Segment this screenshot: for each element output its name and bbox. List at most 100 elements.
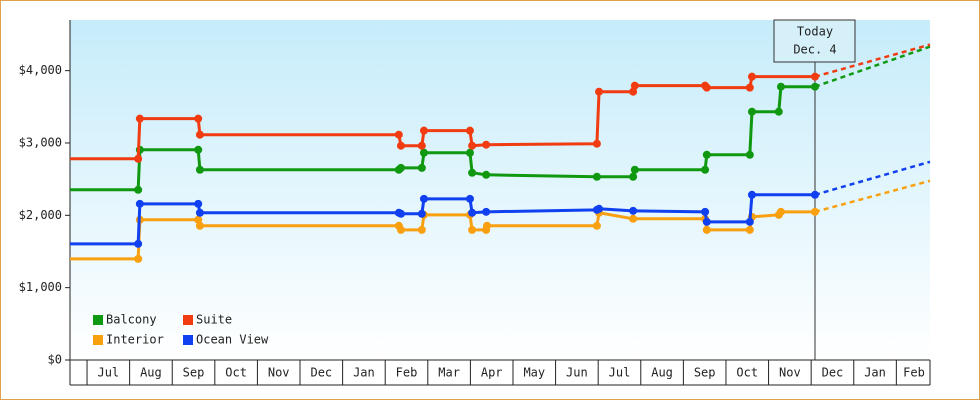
forecast-line (814, 179, 931, 214)
point (195, 208, 204, 217)
point (810, 82, 819, 91)
y-tick-label: $0 (48, 353, 62, 367)
point (134, 254, 143, 263)
point (702, 225, 711, 234)
today-box (773, 19, 856, 63)
x-tick-label: Jul (609, 366, 631, 380)
x-tick-label: Aug (140, 366, 162, 380)
point (468, 168, 477, 177)
point (745, 217, 754, 226)
point (702, 83, 711, 92)
point (419, 194, 428, 203)
x-tick-label: Aug (651, 366, 673, 380)
x-tick-label: Oct (225, 366, 247, 380)
y-tick-label: $4,000 (19, 63, 62, 77)
x-tick-label: Apr (481, 366, 503, 380)
point (134, 185, 143, 194)
point (396, 141, 405, 150)
point (630, 165, 639, 174)
point (810, 207, 819, 216)
y-tick-label: $2,000 (19, 208, 62, 222)
point (745, 225, 754, 234)
annotation: Today (797, 25, 833, 39)
point (747, 107, 756, 116)
point (396, 209, 405, 218)
x-tick-label: Mar (438, 366, 460, 380)
legend-swatch (93, 315, 103, 325)
legend-label: Interior (106, 333, 164, 347)
y-tick-label: $3,000 (19, 135, 62, 149)
forecast-line (814, 160, 931, 196)
point (482, 140, 491, 149)
plot-area (70, 20, 930, 360)
point (776, 82, 785, 91)
point (482, 170, 491, 179)
x-tick-label: Dec (310, 366, 332, 380)
legend-label: Ocean View (196, 333, 269, 347)
point (747, 190, 756, 199)
x-tick-label: Jan (864, 366, 886, 380)
point (701, 165, 710, 174)
legend-label: Suite (196, 313, 232, 327)
point (396, 163, 405, 172)
forecast-line (814, 45, 931, 88)
point (592, 139, 601, 148)
point (592, 172, 601, 181)
point (417, 141, 426, 150)
point (417, 209, 426, 218)
point (135, 199, 144, 208)
point (194, 145, 203, 154)
annotation: Dec. 4 (793, 43, 836, 57)
point (595, 204, 604, 213)
x-tick-label: Nov (779, 366, 801, 380)
point (810, 72, 819, 81)
x-tick-label: Jan (353, 366, 375, 380)
point (702, 150, 711, 159)
point (629, 172, 638, 181)
x-tick-label: Jul (97, 366, 119, 380)
point (394, 130, 403, 139)
x-tick-label: Oct (736, 366, 758, 380)
point (468, 208, 477, 217)
point (776, 207, 785, 216)
point (195, 165, 204, 174)
point (417, 225, 426, 234)
point (483, 221, 492, 230)
point (629, 214, 638, 223)
point (135, 114, 144, 123)
series-line (70, 85, 815, 192)
point (468, 225, 477, 234)
x-tick-label: Feb (903, 366, 925, 380)
point (745, 150, 754, 159)
point (629, 87, 638, 96)
point (194, 114, 203, 123)
point (134, 154, 143, 163)
point (630, 81, 639, 90)
point (774, 107, 783, 116)
point (194, 215, 203, 224)
forecast-line (814, 43, 931, 78)
point (419, 126, 428, 135)
point (745, 83, 754, 92)
legend-label: Balcony (106, 313, 157, 327)
y-tick-label: $1,000 (19, 280, 62, 294)
point (465, 194, 474, 203)
legend-swatch (183, 315, 193, 325)
point (134, 239, 143, 248)
point (465, 148, 474, 157)
point (595, 87, 604, 96)
x-tick-label: Sep (183, 366, 205, 380)
x-tick-label: Nov (268, 366, 290, 380)
point (195, 130, 204, 139)
point (629, 206, 638, 215)
legend-swatch (183, 335, 193, 345)
point (417, 163, 426, 172)
point (810, 190, 819, 199)
legend-swatch (93, 335, 103, 345)
x-tick-label: Feb (396, 366, 418, 380)
point (482, 207, 491, 216)
point (747, 72, 756, 81)
x-tick-label: Sep (694, 366, 716, 380)
point (468, 141, 477, 150)
